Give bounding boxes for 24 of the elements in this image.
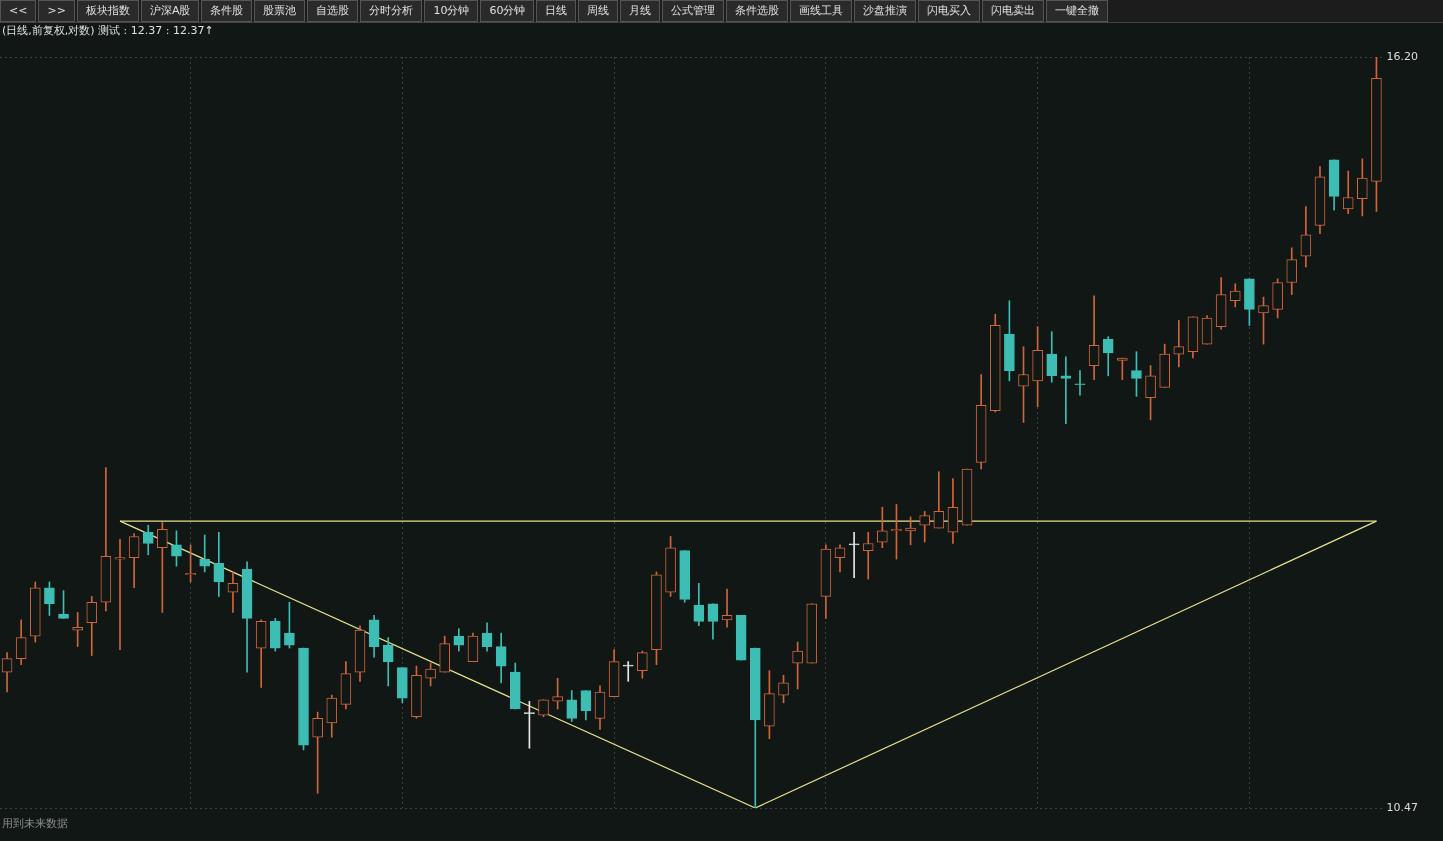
text: 条件选股 (726, 0, 789, 22)
text: 闪电卖出 (982, 0, 1045, 22)
text: 60分钟 (480, 0, 535, 22)
chart-title: (日线,前复权,对数) 测试 : 12.37 : 12.37↑ (1, 23, 215, 38)
text: 周线 (578, 0, 619, 22)
y-tick-label: 16.20 (1386, 49, 1419, 63)
text: 月线 (620, 0, 661, 22)
text: 自选股 (307, 0, 359, 22)
text: 用到未来数据 (2, 816, 68, 831)
text: 股票池 (254, 0, 306, 22)
text: 沙盘推演 (854, 0, 917, 22)
text: 画线工具 (790, 0, 853, 22)
y-tick-label: 10.47 (1386, 800, 1419, 814)
text: 条件股 (201, 0, 253, 22)
text: 分时分析 (360, 0, 423, 22)
text: 日线 (536, 0, 577, 22)
text: 一键全撤 (1046, 0, 1109, 22)
text: >> (38, 0, 75, 22)
text: 沪深A股 (140, 0, 200, 22)
text: << (0, 0, 37, 22)
text: 10分钟 (424, 0, 479, 22)
text: 板块指数 (76, 0, 139, 22)
text: 闪电买入 (918, 0, 981, 22)
text: 公式管理 (662, 0, 725, 22)
